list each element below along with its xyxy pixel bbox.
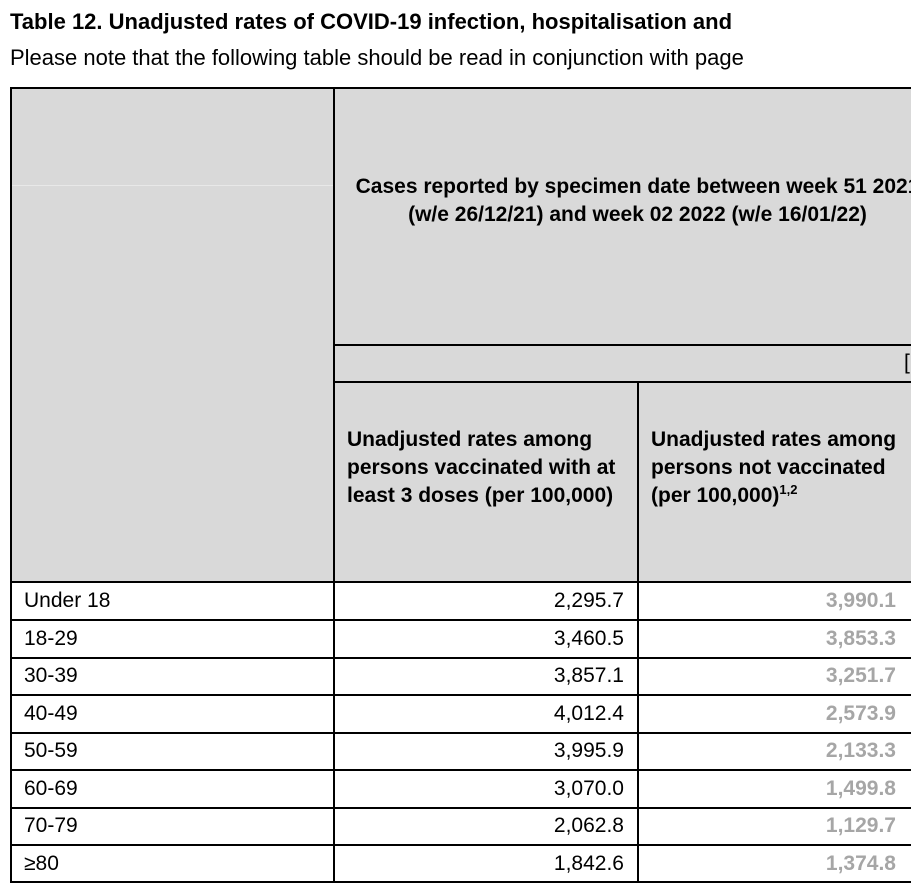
age-band: 18-29 [24,626,78,650]
not-vaccinated-footnote-ref: 1,2 [779,482,798,497]
not-vaccinated-rate: 3,853.3 [825,626,896,650]
table-title: Table 12. Unadjusted rates of COVID-19 i… [10,9,733,34]
age-band: 30-39 [24,664,78,687]
vaccinated-header: Unadjusted rates among persons vaccinate… [347,428,616,507]
age-band: ≥80 [24,851,59,875]
row-rule [10,769,911,771]
not-vaccinated-header-text: Unadjusted rates among persons not vacci… [651,428,897,507]
table-border-top [10,87,911,89]
vaccinated-rate: 2,295.7 [553,589,624,612]
row-rule [10,844,911,846]
row-rule [10,619,911,621]
vaccinated-rate: 3,460.5 [553,626,624,650]
row-rule [10,694,911,696]
not-vaccinated-rate: 1,499.8 [825,776,896,800]
vaccinated-rate: 3,070.0 [553,776,624,800]
age-band: 40-49 [24,701,78,725]
not-vaccinated-rate: 1,129.7 [825,814,896,837]
header-rule-2 [333,381,911,383]
not-vaccinated-rate: 3,990.1 [825,589,896,612]
subgroup-partial-glyph: [ [904,351,910,374]
table-row: 18-29 3,460.5 3,853.3 [10,621,911,658]
row-rule [10,656,911,659]
header-body-rule [10,581,911,583]
table-border-left [10,87,12,883]
vaccinated-rate: 2,062.8 [553,814,624,837]
table-border-bottom [10,881,911,883]
age-band: 60-69 [24,776,78,800]
not-vaccinated-rate: 3,251.7 [825,664,896,687]
header-not-vaccinated-cell [639,383,911,583]
age-band: 70-79 [24,814,78,837]
table-row: 70-79 2,062.8 1,129.7 [10,808,911,845]
row-rule [10,731,911,734]
vaccinated-rate: 3,857.1 [553,664,624,687]
table-row: ≥80 1,842.6 1,374.8 [10,846,911,883]
header-subgroup-cell [335,346,911,381]
header-vaccinated-cell [335,383,637,583]
header-period-cell [335,89,911,344]
table-row: Under 18 2,295.7 3,990.1 [10,583,911,620]
not-vaccinated-rate: 2,133.3 [825,739,896,762]
age-band: 50-59 [24,739,78,762]
stub-divider [12,185,333,186]
header-rule-1 [333,344,911,346]
table-row: 60-69 3,070.0 1,499.8 [10,771,911,808]
row-rule [10,806,911,809]
not-vaccinated-rate: 2,573.9 [825,701,896,725]
stub-column-rule [333,87,335,883]
table-row: 50-59 3,995.9 2,133.3 [10,733,911,770]
table-row: 40-49 4,012.4 2,573.9 [10,696,911,733]
age-band: Under 18 [24,589,111,612]
not-vaccinated-header: Unadjusted rates among persons not vacci… [651,426,911,510]
table-note: Please note that the following table sho… [10,45,744,70]
rates-table: Cases reported by specimen date between … [10,87,911,883]
vaccinated-rate: 3,995.9 [553,739,624,762]
vaccinated-rate: 4,012.4 [553,701,624,725]
header-stub-cell [12,89,333,583]
table-row: 30-39 3,857.1 3,251.7 [10,658,911,695]
vaccinated-rate: 1,842.6 [553,851,624,875]
period-header: Cases reported by specimen date between … [355,175,911,226]
not-vaccinated-rate: 1,374.8 [825,851,896,875]
value-column-rule [637,381,639,883]
